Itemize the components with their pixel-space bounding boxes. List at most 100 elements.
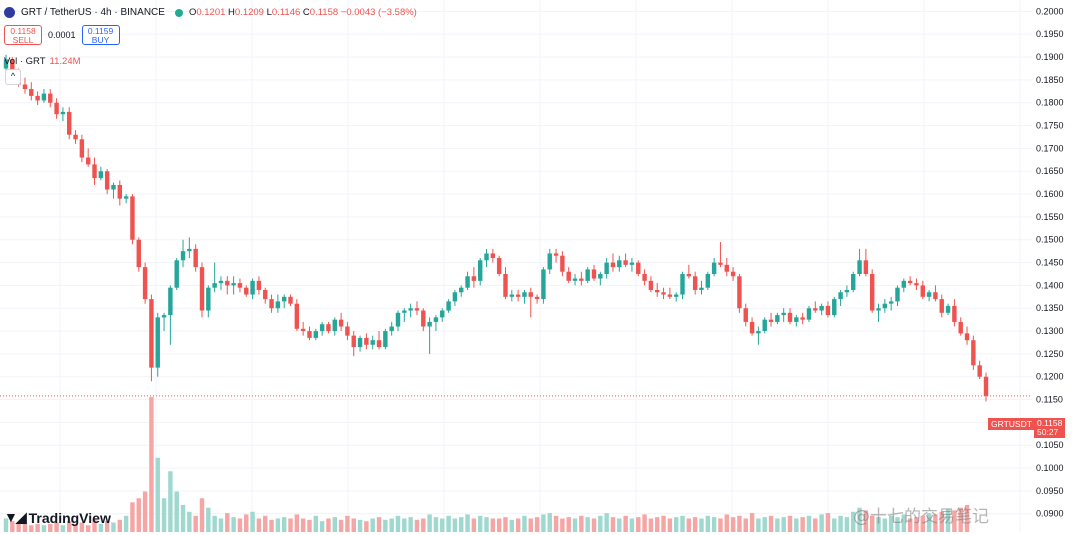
candle xyxy=(300,321,306,336)
candle xyxy=(123,194,129,204)
candle-body xyxy=(300,328,306,332)
candle-body xyxy=(294,303,300,329)
volume-bar xyxy=(705,515,711,532)
volume-bar xyxy=(98,523,104,532)
candle-body xyxy=(952,305,957,322)
volume-bar xyxy=(79,522,85,532)
sell-button[interactable]: 0.1158 SELL xyxy=(4,25,42,45)
volume-bar xyxy=(800,517,805,532)
candle-body xyxy=(851,273,856,290)
candle xyxy=(794,315,799,327)
y-tick-label: 0.1350 xyxy=(1036,303,1064,313)
volume-bar xyxy=(686,518,692,532)
candle-body xyxy=(383,331,388,348)
volume-bar xyxy=(307,519,312,532)
low-value: 0.1146 xyxy=(271,7,301,18)
volume-bar xyxy=(199,498,205,532)
candle-body xyxy=(48,93,53,103)
candle xyxy=(281,294,287,309)
candle-body xyxy=(907,280,913,284)
volume-label: Vol · GRT xyxy=(4,56,46,67)
candle xyxy=(667,287,673,300)
candle xyxy=(686,264,692,279)
pair-title[interactable]: GRT / TetherUS · 4h · BINANCE xyxy=(21,7,165,18)
tradingview-logo[interactable]: ▼◢ TradingView xyxy=(4,509,111,526)
candle xyxy=(730,267,736,281)
volume-bar xyxy=(579,515,584,532)
y-tick-label: 0.1400 xyxy=(1036,280,1064,290)
volume-bar xyxy=(427,514,432,532)
candle-body xyxy=(673,294,679,297)
volume-bar xyxy=(326,518,331,532)
candle xyxy=(149,294,154,382)
candle-body xyxy=(901,280,907,288)
volume-bar xyxy=(743,518,748,532)
candle xyxy=(655,283,660,297)
volume-bar xyxy=(749,513,755,532)
candles xyxy=(3,54,989,402)
candle-body xyxy=(863,260,869,274)
candle xyxy=(155,312,160,377)
y-tick-label: 0.1300 xyxy=(1036,326,1064,336)
volume-bar xyxy=(585,517,590,532)
candle-body xyxy=(655,289,660,293)
collapse-legend-button[interactable]: ^ xyxy=(5,69,21,85)
candle xyxy=(920,280,925,300)
candle-body xyxy=(465,276,470,288)
candle xyxy=(648,276,654,293)
volume-bar xyxy=(319,521,325,532)
candle xyxy=(718,242,723,268)
candle xyxy=(971,335,976,370)
volume-bar xyxy=(104,521,110,532)
candle xyxy=(768,312,774,327)
candle-body xyxy=(610,262,616,268)
volume-bar xyxy=(541,514,546,532)
candle xyxy=(825,301,831,318)
volume-bar xyxy=(41,525,47,532)
candle xyxy=(288,294,293,306)
volume-bar xyxy=(414,519,420,532)
volume-bar xyxy=(819,514,824,532)
buy-label: BUY xyxy=(91,35,110,45)
candle xyxy=(699,280,704,295)
volume-bar xyxy=(281,517,287,532)
volume-bar xyxy=(591,518,597,532)
candle-body xyxy=(838,292,843,300)
volume-bar xyxy=(351,518,356,532)
candle xyxy=(357,335,363,352)
y-tick-label: 0.1800 xyxy=(1036,98,1064,108)
candle xyxy=(604,258,609,279)
volume-bar xyxy=(952,510,957,532)
volume-bar xyxy=(958,507,963,532)
candle-body xyxy=(762,319,767,332)
candle-body xyxy=(781,312,786,316)
candle xyxy=(231,276,236,295)
candle-body xyxy=(730,271,736,277)
volume-bar xyxy=(402,518,407,532)
candle-body xyxy=(800,317,805,320)
buy-button[interactable]: 0.1159 BUY xyxy=(81,25,120,45)
candle xyxy=(319,321,325,336)
volume-bar xyxy=(680,515,685,532)
volume-bar xyxy=(642,514,647,532)
volume-bar xyxy=(699,518,704,532)
candle xyxy=(313,328,319,341)
candle xyxy=(572,273,578,286)
volume-bar xyxy=(648,518,654,532)
candle xyxy=(832,296,837,318)
candle-body xyxy=(85,157,91,165)
candle xyxy=(863,248,869,277)
volume-bar xyxy=(629,518,635,532)
candle xyxy=(547,248,552,274)
price-axis[interactable]: 0.2000 0.1950 0.1900 0.1850 0.1800 0.1750 0.17… xyxy=(1036,6,1064,518)
candle xyxy=(187,237,192,259)
candle-body xyxy=(503,273,508,297)
candle-body xyxy=(250,280,255,295)
volume-bar xyxy=(193,515,198,532)
candle-body xyxy=(319,324,325,332)
candle xyxy=(958,317,963,336)
volume-bar xyxy=(459,517,464,532)
candle xyxy=(35,91,40,106)
candle-body xyxy=(244,287,249,295)
